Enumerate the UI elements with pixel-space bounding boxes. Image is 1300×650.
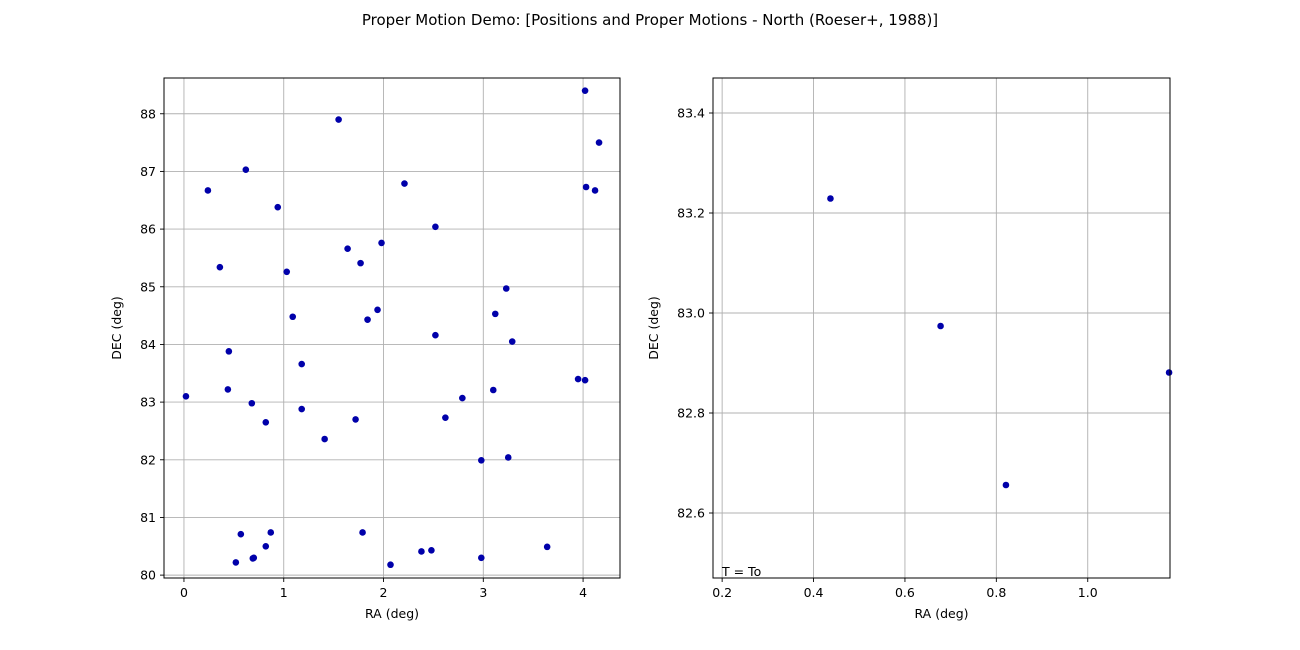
y-tick-label: 82 (140, 452, 156, 467)
x-tick-label: 0.4 (804, 585, 824, 600)
data-point (232, 559, 240, 566)
data-point (459, 394, 466, 402)
data-point (216, 263, 224, 271)
data-point (478, 554, 485, 562)
data-point (508, 338, 516, 345)
data-point (582, 183, 590, 191)
y-tick-label: 86 (140, 222, 156, 237)
y-tick-label: 82.8 (677, 406, 705, 421)
y-tick-label: 83.2 (677, 206, 705, 221)
data-point (428, 547, 435, 554)
x-tick-label: 0 (180, 585, 188, 600)
data-point (418, 548, 425, 555)
data-point (543, 543, 551, 551)
x-tick-label: 0.8 (986, 585, 1006, 600)
data-point (224, 386, 232, 393)
data-point (387, 561, 394, 569)
y-axis-label: DEC (deg) (646, 296, 661, 360)
data-point (298, 405, 305, 413)
data-point (827, 195, 834, 202)
data-point (204, 187, 212, 194)
data-point (432, 331, 439, 339)
data-point (491, 310, 499, 318)
left-scatter-axes: 0 1 2 3 4 80 81 82 83 84 85 86 87 88 RA (deg) DEC (deg) (109, 77, 621, 621)
data-point (357, 259, 364, 267)
x-tick-label: 1 (280, 585, 288, 600)
data-point (478, 457, 485, 464)
y-tick-label: 80 (140, 568, 156, 583)
data-point (182, 393, 190, 400)
data-point (595, 139, 603, 146)
x-tick-label: 2 (380, 585, 388, 600)
data-point (298, 360, 305, 368)
x-tick-label: 0.6 (895, 585, 915, 600)
data-point (581, 376, 589, 384)
data-point (1002, 481, 1010, 489)
data-point (225, 348, 233, 355)
y-tick-label: 82.6 (677, 506, 705, 521)
x-axis-label: RA (deg) (914, 606, 968, 621)
data-point (502, 285, 510, 292)
y-tick-label: 88 (140, 106, 156, 121)
y-tick-label: 83 (140, 395, 156, 410)
data-point (581, 87, 589, 94)
axes-frame (712, 77, 1171, 579)
time-annotation: T = To (721, 564, 761, 579)
data-point (574, 375, 582, 383)
y-tick-label: 84 (140, 337, 156, 352)
y-tick-label: 85 (140, 279, 156, 294)
x-axis-label: RA (deg) (365, 606, 419, 621)
data-point (504, 454, 512, 461)
data-point (378, 239, 385, 247)
data-point (262, 418, 270, 426)
data-point (321, 435, 328, 443)
data-point (359, 529, 366, 536)
right-scatter-axes: 0.2 0.4 0.6 0.8 1.0 82.6 82.8 83.0 83.2 83.4 RA (d… (646, 77, 1173, 621)
data-point (442, 414, 449, 421)
data-point (374, 306, 381, 314)
y-tick-label: 81 (140, 510, 156, 525)
data-point (289, 313, 297, 321)
data-point (274, 203, 282, 211)
data-point (267, 529, 275, 536)
x-tick-label: 3 (479, 585, 487, 600)
axes-frame (163, 77, 621, 579)
data-point (352, 416, 359, 423)
data-point (937, 322, 944, 330)
figure-title: Proper Motion Demo: [Positions and Prope… (362, 11, 938, 29)
x-tick-label: 0.2 (712, 585, 732, 600)
y-tick-label: 83.4 (677, 106, 705, 121)
data-point (364, 316, 371, 323)
data-point (432, 223, 439, 231)
data-point (242, 166, 250, 173)
data-point (489, 386, 497, 394)
data-point (237, 530, 245, 538)
x-tick-label: 1.0 (1078, 585, 1098, 600)
data-point (335, 116, 342, 123)
data-point (591, 187, 599, 194)
y-tick-label: 83.0 (677, 306, 705, 321)
data-point (344, 245, 351, 253)
y-tick-label: 87 (140, 164, 156, 179)
x-tick-label: 4 (579, 585, 587, 600)
data-point (401, 180, 408, 187)
data-point (250, 554, 258, 562)
data-point (1165, 369, 1173, 376)
data-point (262, 542, 270, 550)
y-axis-label: DEC (deg) (109, 296, 124, 360)
data-point (248, 399, 256, 407)
data-point (283, 268, 291, 276)
